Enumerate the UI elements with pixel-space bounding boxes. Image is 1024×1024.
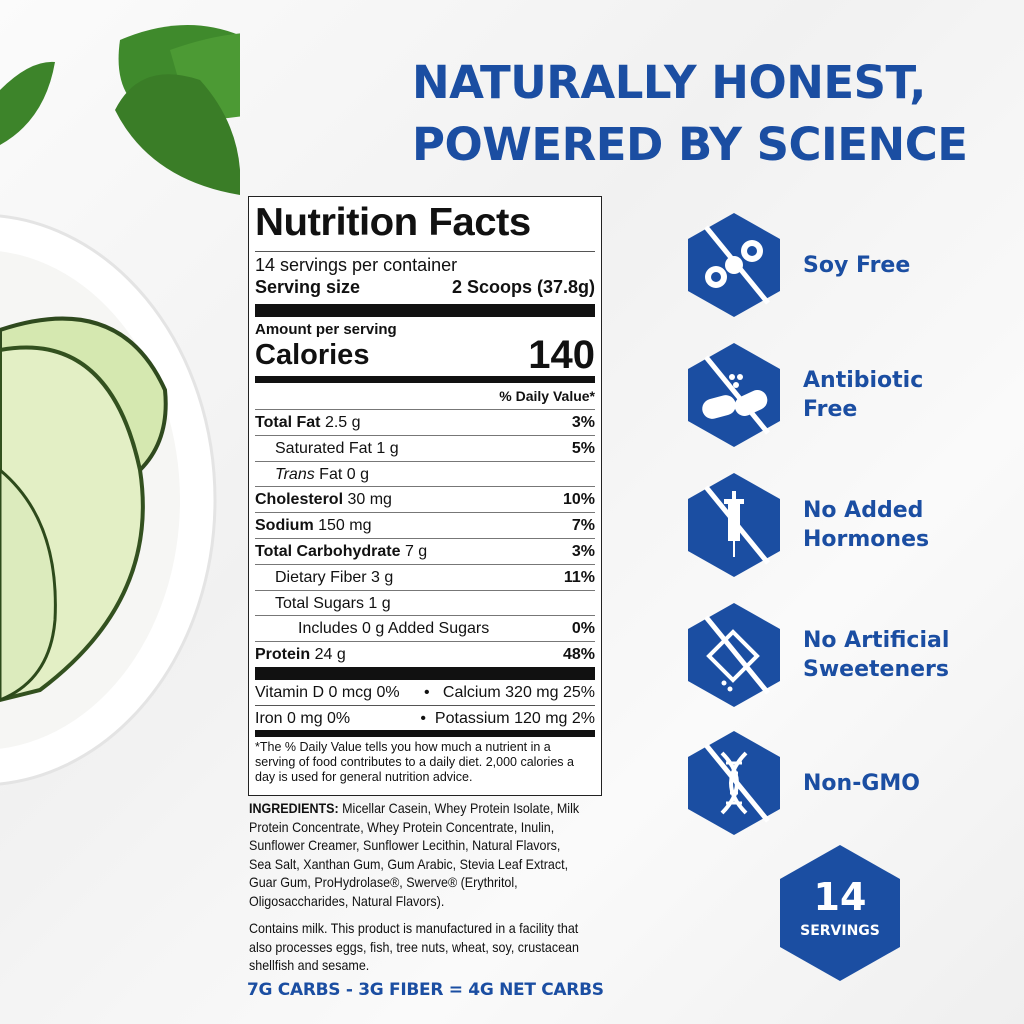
nutrient-row: Dietary Fiber 3 g 11% bbox=[255, 563, 595, 590]
calories-row: Calories 140 bbox=[255, 333, 595, 377]
serving-size-value: 2 Scoops (37.8g) bbox=[451, 277, 595, 297]
allergen-statement: Contains milk. This product is manufactu… bbox=[249, 921, 579, 973]
claim-label: No Artificial Sweeteners bbox=[803, 628, 950, 682]
calories-label: Calories bbox=[255, 339, 370, 371]
nutrient-row: Protein 24 g 48% bbox=[255, 641, 595, 667]
claim-no-added-hormones: No Added Hormones bbox=[688, 473, 1018, 577]
servings-label: SERVINGS bbox=[800, 923, 880, 939]
claim-non-gmo: Non-GMO bbox=[688, 731, 1018, 835]
nutrient-row: Total Sugars 1 g bbox=[255, 589, 595, 616]
non-gmo-icon bbox=[688, 731, 780, 835]
nutrition-facts-label: Nutrition Facts 14 servings per containe… bbox=[248, 196, 602, 796]
claim-label: Antibiotic Free bbox=[803, 368, 924, 422]
footnote: *The % Daily Value tells you how much a … bbox=[255, 739, 574, 784]
net-carbs: 7G CARBS - 3G FIBER = 4G NET CARBS bbox=[247, 980, 604, 1000]
claim-no-artificial-sweeteners: No Artificial Sweeteners bbox=[688, 603, 1018, 707]
no-hormone-icon bbox=[688, 473, 780, 577]
claim-label: Non-GMO bbox=[803, 770, 920, 796]
serving-size: Serving size 2 Scoops (37.8g) bbox=[255, 276, 595, 298]
ingredients: INGREDIENTS: Micellar Casein, Whey Prote… bbox=[249, 801, 580, 909]
nutrient-row: Trans Fat 0 g bbox=[255, 460, 595, 487]
headline-line-1: NATURALLY HONEST, bbox=[412, 56, 926, 109]
servings-per-container: 14 servings per container bbox=[255, 255, 458, 275]
hexagon-badge-icon bbox=[780, 845, 900, 981]
no-sweetener-icon bbox=[688, 603, 780, 707]
servings-number: 14 bbox=[813, 875, 867, 919]
basil-cucumber-image bbox=[0, 25, 240, 786]
no-soy-icon bbox=[688, 213, 780, 317]
calories-value: 140 bbox=[528, 333, 595, 377]
nutrient-row: Saturated Fat 1 g 5% bbox=[255, 434, 595, 461]
headline: NATURALLY HONEST, POWERED BY SCIENCE bbox=[412, 52, 1012, 176]
servings-badge: 14 SERVINGS bbox=[780, 845, 900, 981]
no-antibiotic-icon bbox=[688, 343, 780, 447]
nutrient-row: Cholesterol 30 mg 10% bbox=[255, 486, 595, 512]
daily-value-header: % Daily Value* bbox=[499, 388, 595, 404]
amount-per-serving: Amount per serving bbox=[255, 321, 397, 338]
nutrient-row: Includes 0 g Added Sugars 0% bbox=[255, 615, 595, 641]
nutrient-row: Total Carbohydrate 7 g 3% bbox=[255, 537, 595, 564]
claim-soy-free: Soy Free bbox=[688, 213, 1018, 317]
vitamin-row: Iron 0 mg 0% • Potassium 120 mg 2% bbox=[255, 704, 595, 730]
nutrient-row: Sodium 150 mg 7% bbox=[255, 512, 595, 538]
nutrient-row: Total Fat 2.5 g 3% bbox=[255, 409, 595, 435]
serving-size-label: Serving size bbox=[255, 277, 361, 297]
headline-line-2: POWERED BY SCIENCE bbox=[412, 118, 968, 171]
claim-label: Soy Free bbox=[803, 252, 911, 278]
vitamin-row: Vitamin D 0 mcg 0% • Calcium 320 mg 25% bbox=[255, 683, 595, 701]
claim-antibiotic-free: Antibiotic Free bbox=[688, 343, 1018, 447]
claim-label: No Added Hormones bbox=[803, 498, 930, 552]
nutrition-facts-title: Nutrition Facts bbox=[255, 201, 531, 244]
